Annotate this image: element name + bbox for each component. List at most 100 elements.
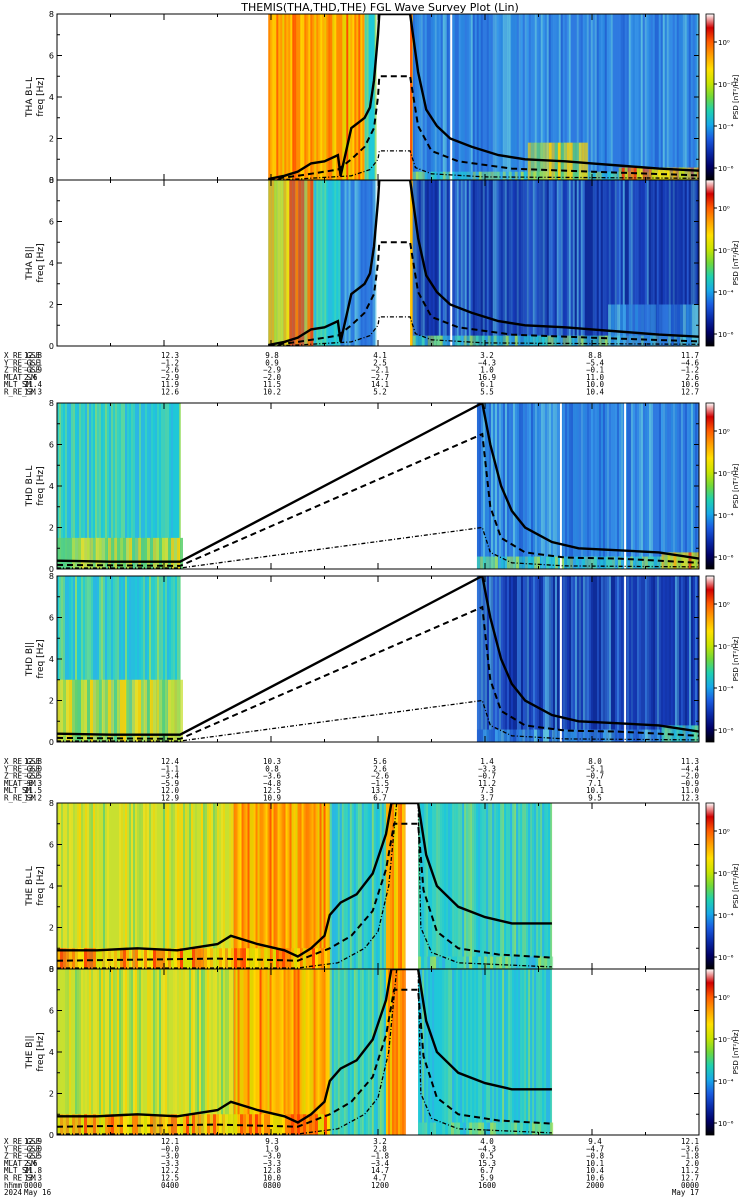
spectrum-band bbox=[487, 956, 491, 969]
spectrum-streak bbox=[552, 180, 555, 346]
spectrum-streak bbox=[313, 803, 316, 969]
spectrum-streak bbox=[301, 969, 304, 1135]
orbit-cell: −3.3 bbox=[263, 1159, 281, 1168]
spectrum-streak bbox=[103, 403, 105, 569]
spectrum-band bbox=[243, 948, 246, 969]
y-tick-label: 8 bbox=[49, 572, 54, 581]
spectrum-streak bbox=[314, 14, 317, 180]
spectrum-band bbox=[460, 335, 464, 346]
spectrum-streak bbox=[340, 180, 343, 346]
spectrum-band bbox=[144, 679, 147, 742]
spectrum-streak bbox=[85, 576, 87, 742]
spectrum-streak bbox=[209, 803, 211, 969]
spectrum-streak bbox=[486, 969, 489, 1135]
spectrum-streak bbox=[478, 969, 481, 1135]
spectrum-streak bbox=[504, 14, 507, 180]
spectrum-band bbox=[96, 537, 99, 569]
spectrum-streak bbox=[512, 403, 515, 569]
y-tick-label: 8 bbox=[49, 799, 54, 808]
spectrum-band bbox=[102, 1114, 105, 1135]
spectrum-streak bbox=[470, 803, 473, 969]
spectrum-streak bbox=[71, 803, 73, 969]
spectrum-streak bbox=[548, 803, 551, 969]
spectrum-streak bbox=[472, 803, 475, 969]
spectrum-streak bbox=[375, 803, 378, 969]
spectrum-streak bbox=[63, 403, 65, 569]
spectrum-streak bbox=[159, 576, 161, 742]
spectrum-band bbox=[301, 180, 305, 346]
spectrum-streak bbox=[676, 403, 679, 569]
orbit-cell: −3.3 bbox=[161, 1159, 179, 1168]
spectrum-streak bbox=[492, 969, 495, 1135]
y-tick-label: 2 bbox=[49, 1090, 54, 1099]
spectrum-band bbox=[666, 167, 670, 180]
spectrum-streak bbox=[598, 180, 601, 346]
spectrum-streak bbox=[151, 803, 153, 969]
orbit-cell: 3.7 bbox=[480, 794, 494, 803]
fce-line bbox=[57, 803, 552, 958]
spectrum-streak bbox=[189, 803, 191, 969]
colorbar-tick-label: 10⁰ bbox=[718, 994, 730, 1002]
spectrum-streak bbox=[355, 803, 358, 969]
spectrum-streak bbox=[89, 576, 91, 742]
spectrum-band bbox=[111, 537, 114, 569]
spectrum-band bbox=[120, 1114, 123, 1135]
y-tick-label: 0 bbox=[49, 738, 54, 747]
y-axis-label: freq [Hz] bbox=[36, 639, 46, 678]
spectrum-band bbox=[75, 679, 78, 742]
spectrum-band bbox=[523, 171, 527, 180]
orbit-cell: 0000 bbox=[681, 1181, 700, 1190]
spectrum-streak bbox=[342, 14, 345, 180]
spectrum-band bbox=[488, 556, 492, 569]
spectrum-streak bbox=[622, 403, 625, 569]
spectrum-streak bbox=[496, 576, 499, 742]
spectrum-streak bbox=[626, 576, 629, 742]
orbit-row-label: MLAT_SM bbox=[4, 779, 36, 788]
spectrum-band bbox=[234, 948, 237, 969]
spectrum-band bbox=[463, 956, 467, 969]
spectrum-streak bbox=[486, 180, 489, 346]
spectrum-band bbox=[566, 729, 570, 742]
spectrum-band bbox=[626, 729, 630, 742]
spectrum-streak bbox=[67, 576, 69, 742]
spectrum-band bbox=[466, 956, 470, 969]
spectrum-streak bbox=[510, 403, 513, 569]
spectrum-band bbox=[448, 1122, 452, 1135]
spectrum-streak bbox=[424, 969, 427, 1135]
spectrum-streak bbox=[139, 803, 141, 969]
orbit-row-label: MLT_SM bbox=[4, 380, 32, 389]
spectrum-streak bbox=[540, 180, 543, 346]
spectrum-band bbox=[560, 556, 564, 569]
spectrum-streak bbox=[91, 969, 93, 1135]
spectrum-streak bbox=[344, 180, 347, 346]
spectrum-streak bbox=[448, 14, 451, 180]
spectrum-streak bbox=[512, 180, 515, 346]
spectrum-band bbox=[608, 304, 612, 346]
y-tick-label: 4 bbox=[49, 259, 54, 268]
spectrum-band bbox=[493, 956, 497, 969]
spectrum-streak bbox=[211, 803, 213, 969]
spectrum-band bbox=[539, 556, 543, 569]
spectrum-band bbox=[114, 537, 117, 569]
spectrum-band bbox=[536, 556, 540, 569]
spectrum-streak bbox=[342, 180, 345, 346]
spectrum-band bbox=[111, 679, 114, 742]
spectrum-band bbox=[569, 556, 573, 569]
orbit-cell: 9.5 bbox=[588, 794, 602, 803]
orbit-cell: 12.6 bbox=[161, 388, 180, 397]
spectrogram-area bbox=[268, 180, 699, 346]
spectrum-streak bbox=[490, 403, 493, 569]
spectrum-band bbox=[427, 335, 431, 346]
spectrum-streak bbox=[442, 180, 445, 346]
spectrum-streak bbox=[602, 14, 605, 180]
spectrum-band bbox=[72, 537, 75, 569]
spectrum-band bbox=[496, 335, 500, 346]
orbit-cell: 0.9 bbox=[265, 358, 279, 367]
y-tick-label: 0 bbox=[49, 1131, 54, 1140]
orbit-cell: 4.0 bbox=[480, 1137, 494, 1146]
spectrum-band bbox=[491, 729, 495, 742]
orbit-cell: 16.9 bbox=[478, 373, 496, 382]
spectrum-band bbox=[635, 729, 639, 742]
spectrum-streak bbox=[594, 14, 597, 180]
